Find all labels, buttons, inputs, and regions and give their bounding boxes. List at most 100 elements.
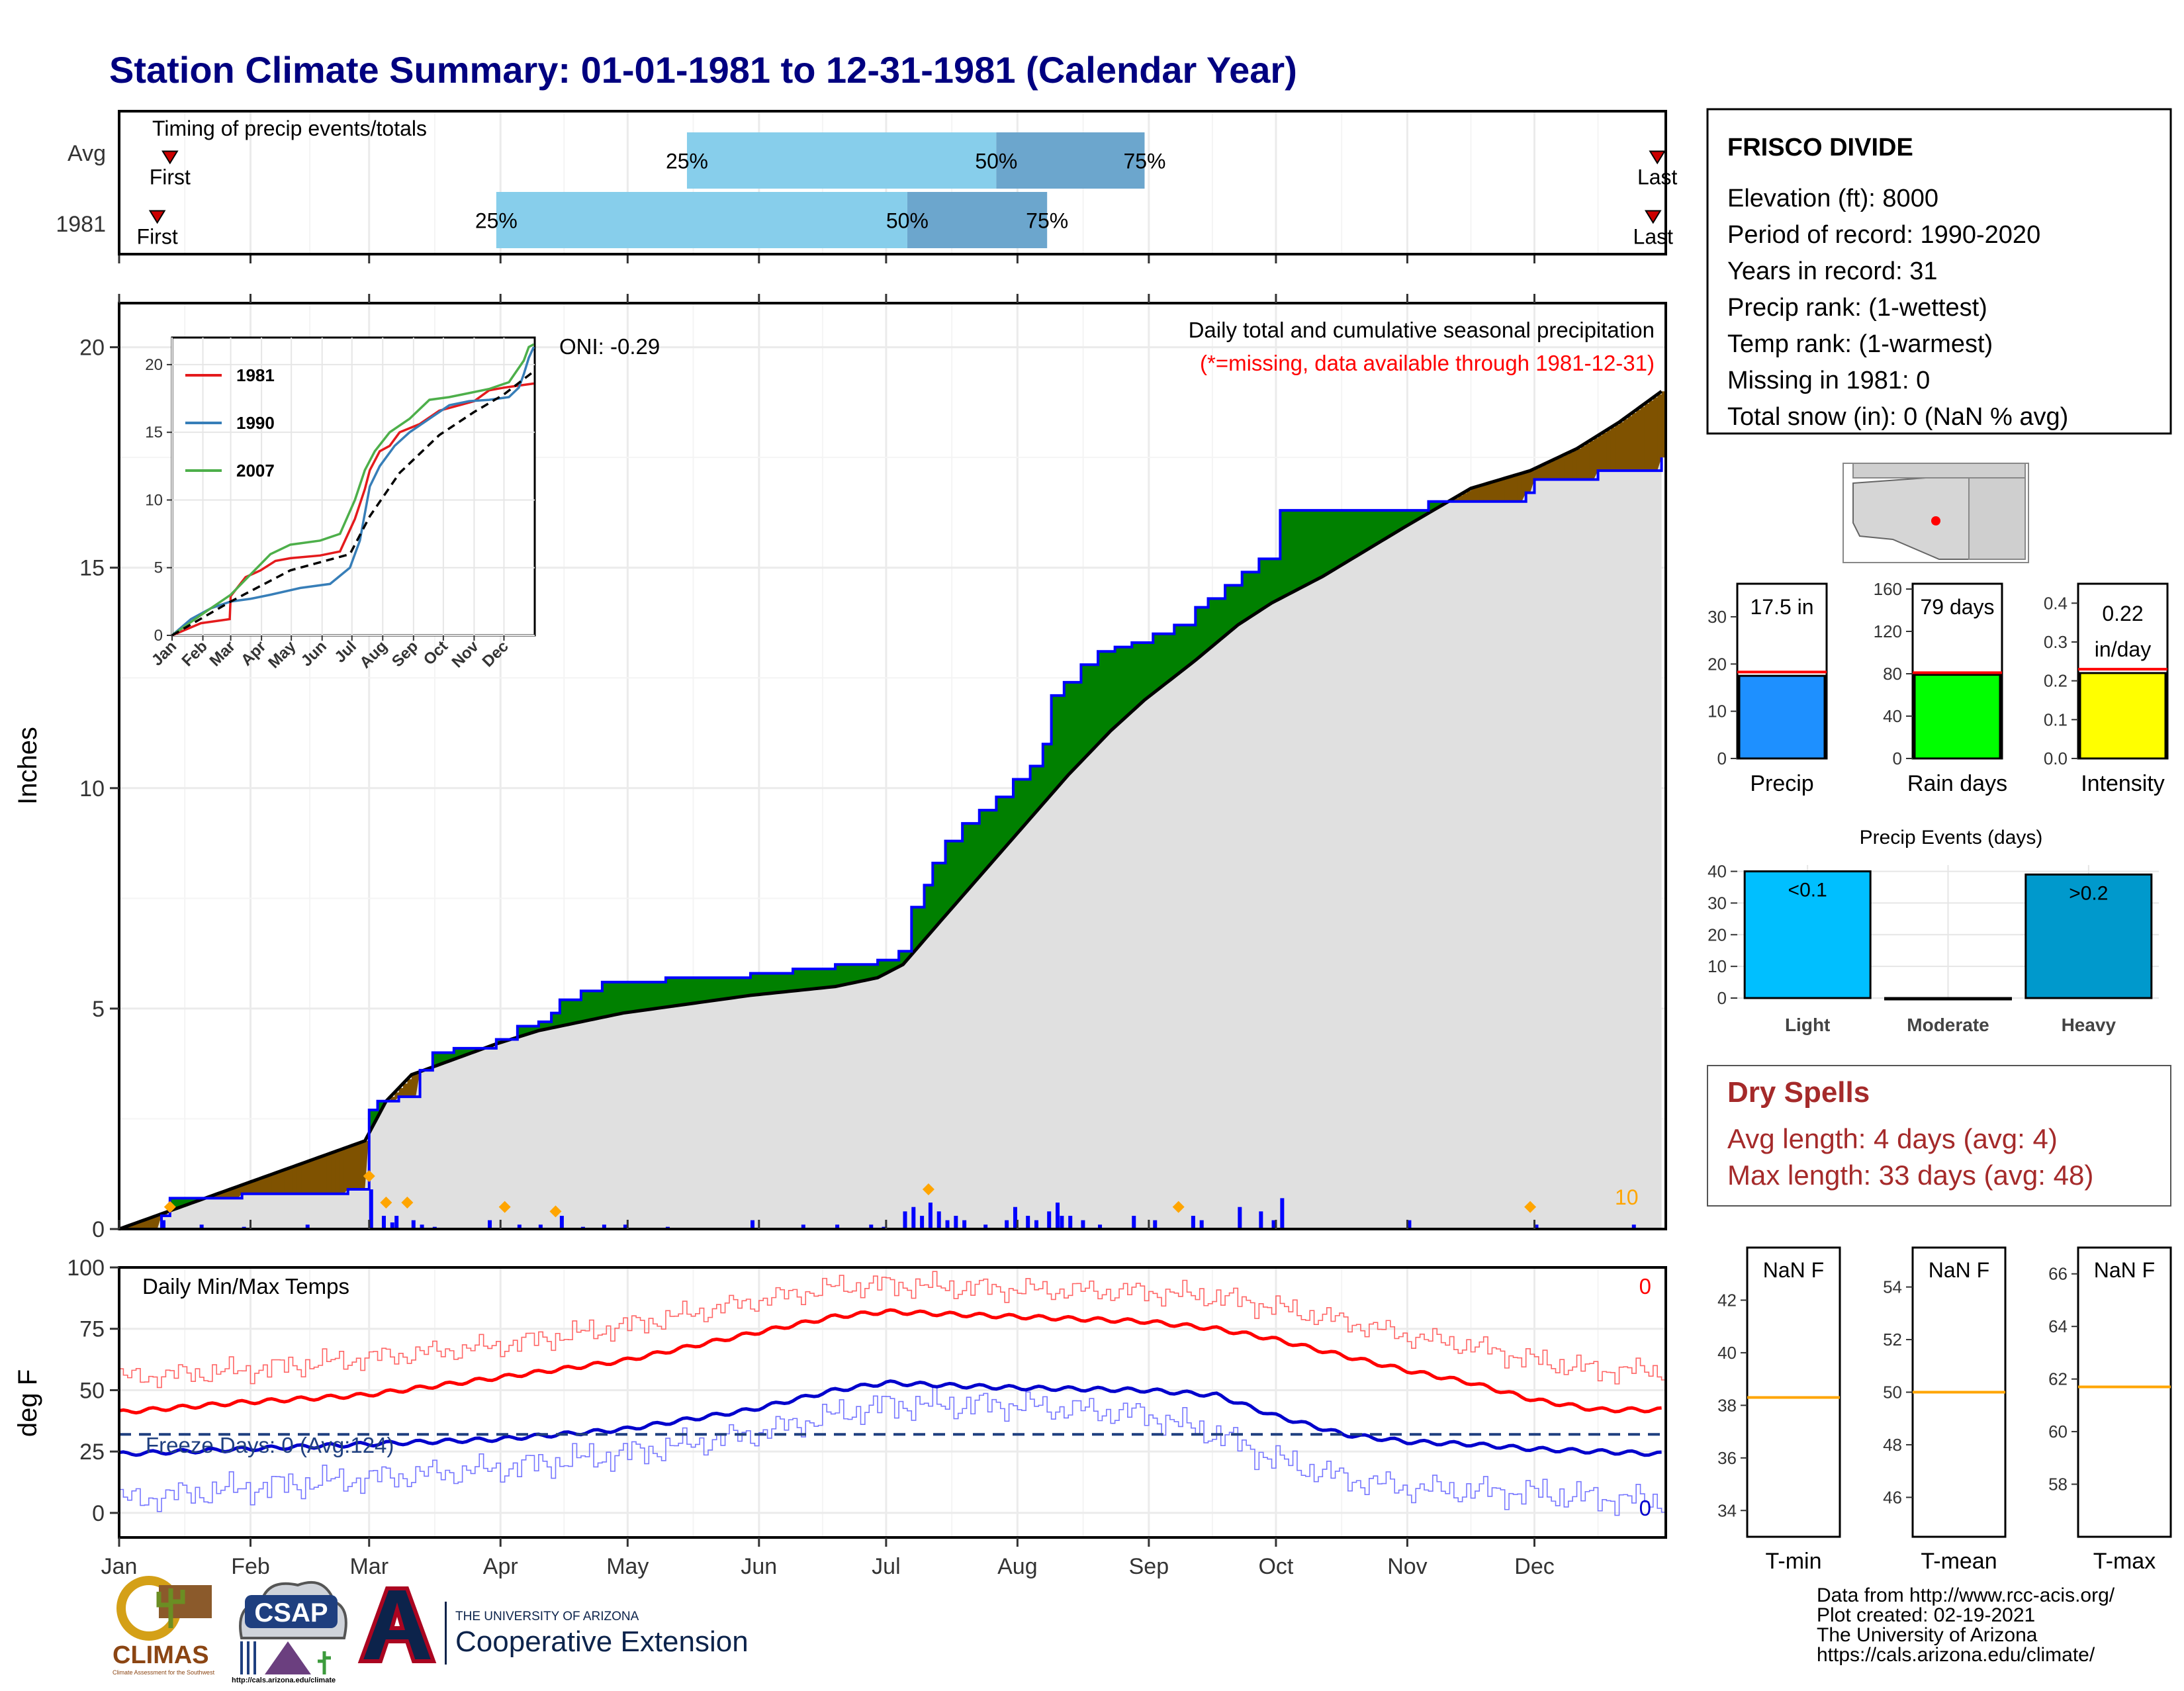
- precip-anomaly-band: [1310, 510, 1314, 583]
- precip-anomaly-band: [576, 1000, 581, 1023]
- temp-gauge-category: T-mean: [1921, 1549, 1997, 1574]
- precip-anomaly-band: [653, 982, 658, 1009]
- precip-anomaly-band: [641, 982, 645, 1011]
- inset-month-label: Oct: [420, 637, 451, 668]
- precip-anomaly-band: [1017, 779, 1022, 833]
- mini-chart-tick-label: 0.1: [2044, 709, 2068, 729]
- temp-gauge-tick-label: 64: [2048, 1316, 2068, 1336]
- daily-precip-bar: [903, 1211, 907, 1229]
- precip-anomaly-band: [623, 982, 628, 1013]
- mini-chart-tick-label: 40: [1883, 706, 1902, 726]
- daily-precip-bar: [911, 1207, 915, 1229]
- temp-gauge-tick-label: 42: [1717, 1290, 1737, 1310]
- precip-anomaly-band: [784, 974, 789, 992]
- precip-anomaly-band: [831, 969, 836, 987]
- mini-chart-tick-label: 30: [1707, 607, 1727, 627]
- precip-anomaly-band: [293, 1167, 298, 1194]
- precip-anomaly-band: [971, 823, 976, 886]
- precip-anomaly-band: [1348, 510, 1353, 561]
- daily-precip-bar: [920, 1216, 924, 1229]
- precip-anomaly-band: [322, 1156, 327, 1194]
- precip-anomaly-band: [1001, 797, 1005, 852]
- precip-anomaly-band: [1641, 407, 1645, 471]
- precip-anomaly-band: [348, 1147, 353, 1189]
- daily-precip-bar: [560, 1216, 564, 1229]
- timing-first-marker: [150, 211, 165, 223]
- precip-anomaly-band: [352, 1146, 357, 1189]
- precip-anomaly-band: [1471, 488, 1475, 502]
- dry-spells-avg: Avg length: 4 days (avg: 4): [1727, 1123, 2058, 1154]
- precip-anomaly-band: [1343, 510, 1348, 564]
- precip-anomaly-band: [929, 885, 933, 935]
- precip-anomaly-band: [1500, 479, 1505, 501]
- month-label: Dec: [1514, 1554, 1554, 1579]
- precip-anomaly-band: [1649, 400, 1653, 471]
- timing-first-label: First: [150, 165, 191, 189]
- precip-anomaly-band: [297, 1165, 302, 1194]
- precip-anomaly-band: [810, 969, 815, 989]
- daily-precip-bar: [1060, 1216, 1064, 1229]
- precip-anomaly-band: [983, 810, 988, 872]
- oni-label: ONI: -0.29: [559, 334, 660, 359]
- precip-anomaly-band: [289, 1168, 293, 1194]
- precip-anomaly-band: [780, 974, 785, 993]
- mini-chart-tick-label: 80: [1883, 664, 1902, 684]
- credit-plot-created: Plot created: 02-19-2021: [1817, 1604, 2035, 1626]
- precip-anomaly-band: [1187, 625, 1191, 666]
- precip-ytick-label: 5: [92, 997, 105, 1022]
- precip-anomaly-band: [738, 978, 743, 997]
- precip-anomaly-band: [1369, 510, 1374, 549]
- precip-anomaly-band: [327, 1154, 332, 1193]
- freeze-days-label: Freeze Days: 0 (Avg:124): [146, 1433, 394, 1457]
- daily-precip-bar: [1026, 1216, 1030, 1229]
- daily-precip-bar: [1132, 1216, 1136, 1229]
- precip-anomaly-band: [958, 841, 963, 901]
- daily-precip-bar: [929, 1203, 933, 1229]
- month-label: Nov: [1387, 1554, 1427, 1579]
- precip-anomaly-band: [975, 823, 979, 882]
- daily-precip-bar: [1259, 1211, 1263, 1229]
- mini-chart-category: Rain days: [1907, 771, 2007, 796]
- credit-university: The University of Arizona: [1817, 1624, 2038, 1646]
- precip-anomaly-band: [1619, 422, 1624, 471]
- station-snow: Total snow (in): 0 (NaN % avg): [1727, 403, 2068, 431]
- precip-anomaly-band: [1073, 682, 1077, 770]
- csap-cactus-icon: [318, 1651, 331, 1674]
- temp-gauge-tick-label: 60: [2048, 1422, 2068, 1441]
- climas-mesa-icon: [159, 1585, 212, 1618]
- precip-anomaly-band: [848, 964, 852, 983]
- inset-legend-label: 1990: [236, 413, 275, 433]
- precip-anomaly-band: [1246, 572, 1251, 619]
- precip-anomaly-band: [1293, 510, 1298, 592]
- precip-anomaly-band: [585, 991, 590, 1021]
- precip-anomaly-band: [407, 1079, 412, 1097]
- precip-anomaly-band: [1107, 651, 1111, 735]
- precip-anomaly-band: [403, 1083, 408, 1097]
- precip-anomaly-band: [1255, 572, 1259, 614]
- precip-anomaly-band: [572, 1000, 577, 1024]
- ua-bottom-text: Cooperative Extension: [455, 1625, 749, 1658]
- temp-gauge-value: NaN F: [1763, 1258, 1824, 1282]
- mini-chart-category: Precip: [1750, 771, 1813, 796]
- precip-anomaly-band: [1577, 449, 1582, 480]
- precip-anomaly-band: [280, 1171, 285, 1194]
- precip-anomaly-band: [1581, 446, 1586, 480]
- temp-gauge-tick-label: 34: [1717, 1500, 1737, 1520]
- precip-anomaly-band: [670, 978, 674, 1007]
- precip-anomaly-band: [1623, 419, 1628, 471]
- precip-anomaly-band: [1068, 682, 1073, 775]
- precip-anomaly-band: [1518, 475, 1522, 502]
- precip-anomaly-band: [271, 1174, 276, 1193]
- temp-gauge-tick-label: 62: [2048, 1369, 2068, 1389]
- inset-month-label: Jul: [331, 637, 360, 666]
- month-label: Mar: [349, 1554, 388, 1579]
- precip-anomaly-band: [1598, 435, 1603, 471]
- daily-precip-bar: [382, 1216, 386, 1229]
- precip-anomaly-band: [860, 964, 865, 981]
- inset-frame: [172, 338, 535, 635]
- precip-anomaly-band: [1509, 477, 1514, 502]
- precip-anomaly-band: [1645, 404, 1649, 471]
